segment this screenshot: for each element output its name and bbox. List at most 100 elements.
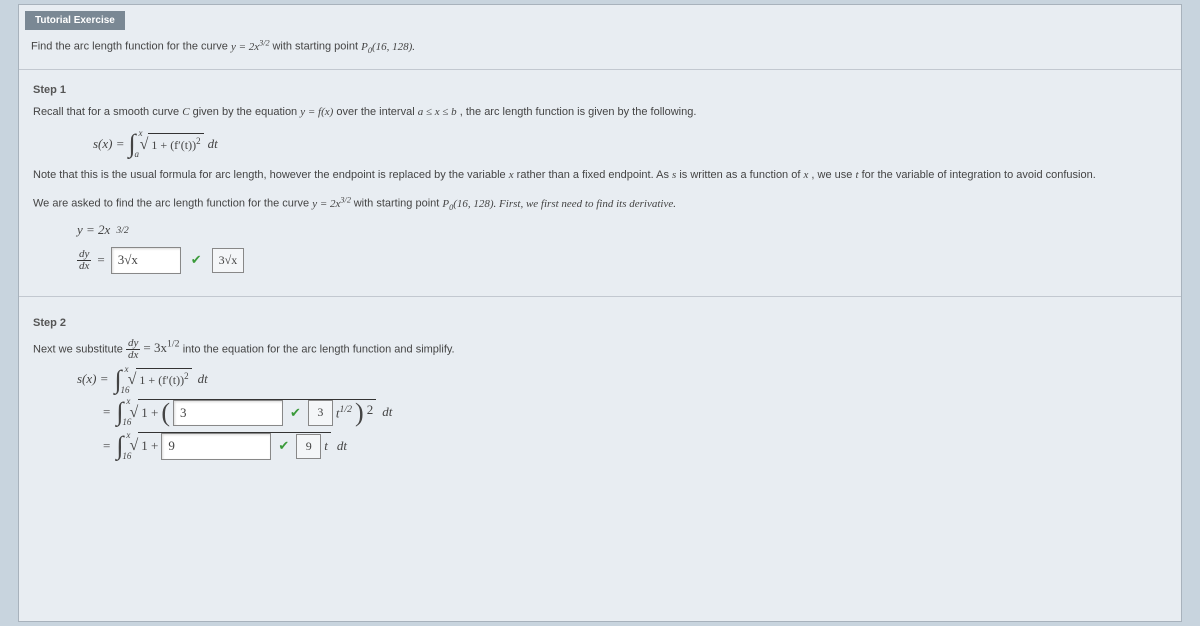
derivative-answer: 3√x	[212, 248, 245, 273]
step2-formula2: = ∫ x 16 √ 1 + ( 3 ✔ 3 t1/2	[103, 399, 1167, 427]
integral-symbol: ∫ x 16	[115, 367, 122, 393]
sqrt-body: 1 + (f′(t))2	[148, 133, 203, 155]
step1-derivative-row: dy dx = 3√x ✔ 3√x	[77, 247, 1167, 274]
sqrt-body: 1 + (f′(t))2	[136, 368, 191, 390]
paren-close: )	[355, 400, 364, 426]
step1-block: Step 1 Recall that for a smooth curve C …	[19, 70, 1181, 290]
t: x	[803, 169, 808, 181]
derivative-input[interactable]: 3√x	[111, 247, 181, 274]
dt: dt	[198, 369, 208, 390]
body: 1 + (f′(t))	[139, 373, 184, 387]
t: y = f(x)	[300, 106, 333, 118]
coeff-answer-2: 9	[296, 434, 321, 459]
check-icon: ✔	[278, 436, 289, 457]
t: rather than a fixed endpoint. As	[517, 169, 672, 181]
sqrt-body: 1 + ( 3 ✔ 3 t1/2 ) 2	[138, 399, 376, 427]
num: dy	[77, 249, 91, 261]
step2-title: Step 2	[33, 317, 1167, 329]
check-icon: ✔	[191, 250, 202, 271]
int-lower: 16	[122, 452, 131, 461]
eq: =	[97, 250, 104, 271]
body: 1 + (f′(t))	[151, 138, 196, 152]
t: 1/2	[340, 404, 352, 415]
num: dy	[126, 338, 140, 350]
sqrt: √ 1 + (f′(t))2	[128, 367, 192, 393]
lhs: s(x) =	[77, 369, 109, 390]
t: into the equation for the arc length fun…	[183, 343, 455, 355]
t: , the arc length function is given by th…	[460, 106, 697, 118]
exercise-page: Tutorial Exercise Find the arc length fu…	[18, 4, 1182, 622]
t: given by the equation	[193, 106, 301, 118]
den: dx	[126, 350, 140, 361]
curve-base: y = 2x	[231, 41, 259, 53]
t: Recall that for a smooth curve	[33, 106, 182, 118]
t: 1 +	[141, 403, 158, 424]
point-p: P	[361, 41, 368, 53]
dt: dt	[208, 134, 218, 155]
eq: =	[103, 436, 110, 457]
t: is written as a function of	[679, 169, 803, 181]
step1-title: Step 1	[33, 84, 1167, 96]
t: y = 2x3/2	[312, 198, 353, 210]
arc-length-formula: s(x) = ∫ x a √ 1 + (f′(t))2 dt	[93, 131, 1167, 157]
problem-mid: with starting point	[272, 41, 361, 53]
t: (16, 128). First, we first need to find …	[453, 198, 676, 210]
tutorial-header: Tutorial Exercise	[25, 11, 125, 30]
t-label: t	[324, 436, 328, 457]
dt: dt	[382, 402, 392, 423]
t: t	[855, 169, 858, 181]
t: y = 2x	[77, 220, 110, 241]
paren-open: (	[161, 400, 170, 426]
t: y = 2x	[312, 198, 340, 210]
sqrt: √ 1 + 9 ✔ 9 t	[129, 432, 330, 460]
divider	[19, 296, 1181, 297]
t: 3/2	[116, 223, 128, 239]
int-lower: 16	[122, 418, 131, 427]
problem-point: P0(16, 128).	[361, 41, 415, 53]
t: over the interval	[336, 106, 417, 118]
int-upper: x	[126, 431, 130, 440]
dydx-fraction: dy dx	[77, 249, 91, 272]
sqrt-body: 1 + 9 ✔ 9 t	[138, 432, 331, 460]
step1-eq1: y = 2x 3/2	[77, 220, 1167, 241]
den: dx	[77, 261, 91, 272]
problem-text: Find the arc length function for the cur…	[31, 41, 231, 53]
step2-block: Step 2 Next we substitute dy dx = 3x1/2 …	[19, 303, 1181, 477]
t: 1 +	[141, 436, 158, 457]
problem-curve: y = 2x3/2	[231, 41, 272, 53]
curve-exp: 3/2	[259, 38, 270, 47]
coeff-answer: 3	[308, 400, 333, 425]
int-lower: 16	[121, 386, 130, 395]
t: , we use	[811, 169, 855, 181]
sqrt: √ 1 + (f′(t))2	[140, 132, 204, 158]
t: s	[672, 169, 676, 181]
integral-symbol: ∫ x 16	[116, 433, 123, 459]
step1-recall: Recall that for a smooth curve C given b…	[33, 104, 1167, 122]
t: for the variable of integration to avoid…	[862, 169, 1096, 181]
int-upper: x	[126, 397, 130, 406]
step1-body: Recall that for a smooth curve C given b…	[33, 104, 1167, 274]
sqrt: √ 1 + ( 3 ✔ 3 t1/2 ) 2	[129, 399, 376, 427]
coeff-input[interactable]: 3	[173, 400, 283, 427]
t: with starting point	[354, 198, 443, 210]
t: a ≤ x ≤ b	[418, 106, 457, 118]
step2-intro: Next we substitute dy dx = 3x1/2 into th…	[33, 337, 1167, 361]
t: = 3x	[143, 340, 167, 355]
lhs: s(x) =	[93, 134, 125, 155]
coeff-input-2[interactable]: 9	[161, 433, 271, 460]
dydx-fraction: dy dx	[126, 338, 140, 361]
int-upper: x	[125, 365, 129, 374]
t: C	[182, 106, 189, 118]
outer-exp: 2	[367, 400, 374, 421]
exp: 2	[184, 371, 189, 381]
problem-statement: Find the arc length function for the cur…	[19, 30, 1181, 70]
step1-note: Note that this is the usual formula for …	[33, 167, 1167, 185]
exp: 2	[196, 136, 201, 146]
dt: dt	[337, 436, 347, 457]
int-lower: a	[135, 150, 140, 159]
integral-symbol: ∫ x 16	[116, 399, 123, 425]
eq: =	[103, 402, 110, 423]
step1-ask: We are asked to find the arc length func…	[33, 193, 1167, 214]
point-args: (16, 128).	[372, 41, 415, 53]
t: = 3x1/2	[143, 340, 182, 355]
